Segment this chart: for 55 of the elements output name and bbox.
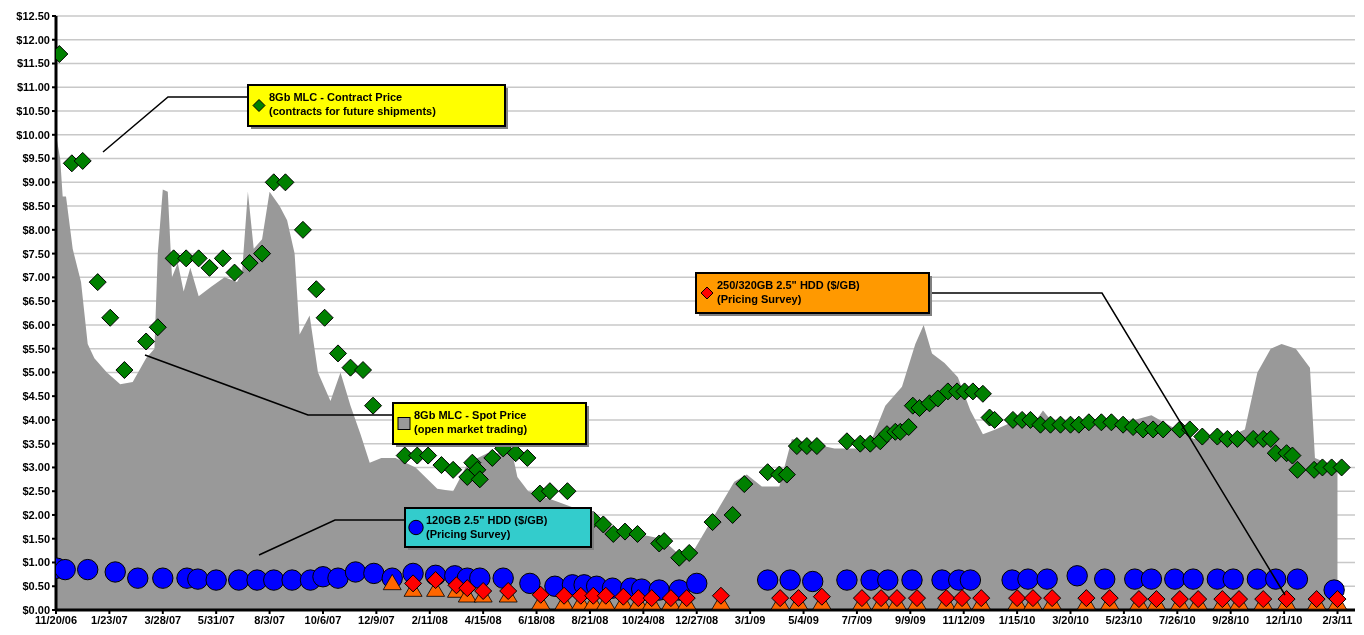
x-tick-label: 10/24/08 (621, 613, 665, 626)
x-tick-label: 5/23/10 (1105, 613, 1143, 626)
x-tick-label: 9/9/09 (895, 613, 926, 626)
x-tick-label: 5/4/09 (788, 613, 819, 626)
y-tick-label: $3.00 (22, 461, 50, 474)
y-tick-label: $2.00 (22, 508, 50, 521)
x-tick-label: 9/28/10 (1212, 613, 1250, 626)
y-tick-label: $1.50 (22, 532, 50, 545)
y-tick-label: $12.50 (16, 9, 50, 22)
y-tick-label: $2.50 (22, 485, 50, 498)
x-tick-label: 8/3/07 (254, 613, 285, 626)
x-tick-label: 11/20/06 (34, 613, 78, 626)
y-tick-label: $10.50 (16, 104, 50, 117)
y-tick-label: $5.00 (22, 366, 50, 379)
y-tick-label: $11.50 (16, 57, 50, 70)
y-tick-label: $8.50 (22, 199, 50, 212)
y-tick-label: $8.00 (22, 223, 50, 236)
legend-label: 120GB 2.5" HDD ($/GB) (Pricing Survey) (426, 514, 548, 540)
x-tick-label: 8/21/08 (571, 613, 609, 626)
x-tick-label: 2/3/11 (1322, 613, 1353, 626)
legend-label: 250/320GB 2.5" HDD ($/GB) (Pricing Survey) (717, 279, 861, 305)
x-tick-label: 7/7/09 (841, 613, 873, 626)
x-tick-label: 1/23/07 (91, 613, 128, 626)
x-tick-label: 5/31/07 (197, 613, 235, 626)
y-tick-label: $1.00 (22, 556, 50, 569)
x-tick-label: 1/15/10 (998, 613, 1036, 626)
y-tick-label: $5.50 (22, 342, 50, 355)
y-tick-label: $9.00 (22, 176, 50, 189)
x-tick-label: 12/1/10 (1265, 613, 1303, 626)
x-tick-label: 3/1/09 (734, 613, 766, 626)
x-tick-label: 12/9/07 (358, 613, 395, 626)
y-tick-label: $4.50 (22, 390, 50, 403)
x-tick-label: 12/27/08 (675, 613, 719, 626)
y-tick-label: $4.00 (22, 413, 50, 426)
x-tick-label: 11/12/09 (942, 613, 985, 626)
y-tick-label: $0.00 (22, 603, 50, 616)
y-tick-label: $3.50 (22, 437, 50, 450)
legend-label: 8Gb MLC - Spot Price (open market trading) (414, 409, 528, 435)
legend-label: 8Gb MLC - Contract Price (contracts for future shipments) (269, 91, 437, 117)
y-tick-label: $6.00 (22, 318, 50, 331)
x-tick-label: 3/20/10 (1052, 613, 1089, 626)
x-tick-label: 6/18/08 (518, 613, 555, 626)
x-tick-label: 2/11/08 (411, 613, 448, 626)
y-tick-label: $0.50 (22, 580, 50, 593)
y-tick-label: $11.00 (16, 81, 50, 94)
x-tick-label: 3/28/07 (144, 613, 182, 626)
y-tick-label: $9.50 (22, 152, 50, 165)
y-tick-label: $7.00 (22, 271, 50, 284)
y-tick-label: $10.00 (16, 128, 50, 141)
y-tick-label: $6.50 (22, 295, 50, 308)
x-tick-label: 7/26/10 (1158, 613, 1196, 626)
y-tick-label: $7.50 (22, 247, 50, 260)
y-tick-label: $12.00 (16, 33, 50, 46)
x-tick-label: 10/6/07 (304, 613, 342, 626)
x-tick-label: 4/15/08 (464, 613, 502, 626)
